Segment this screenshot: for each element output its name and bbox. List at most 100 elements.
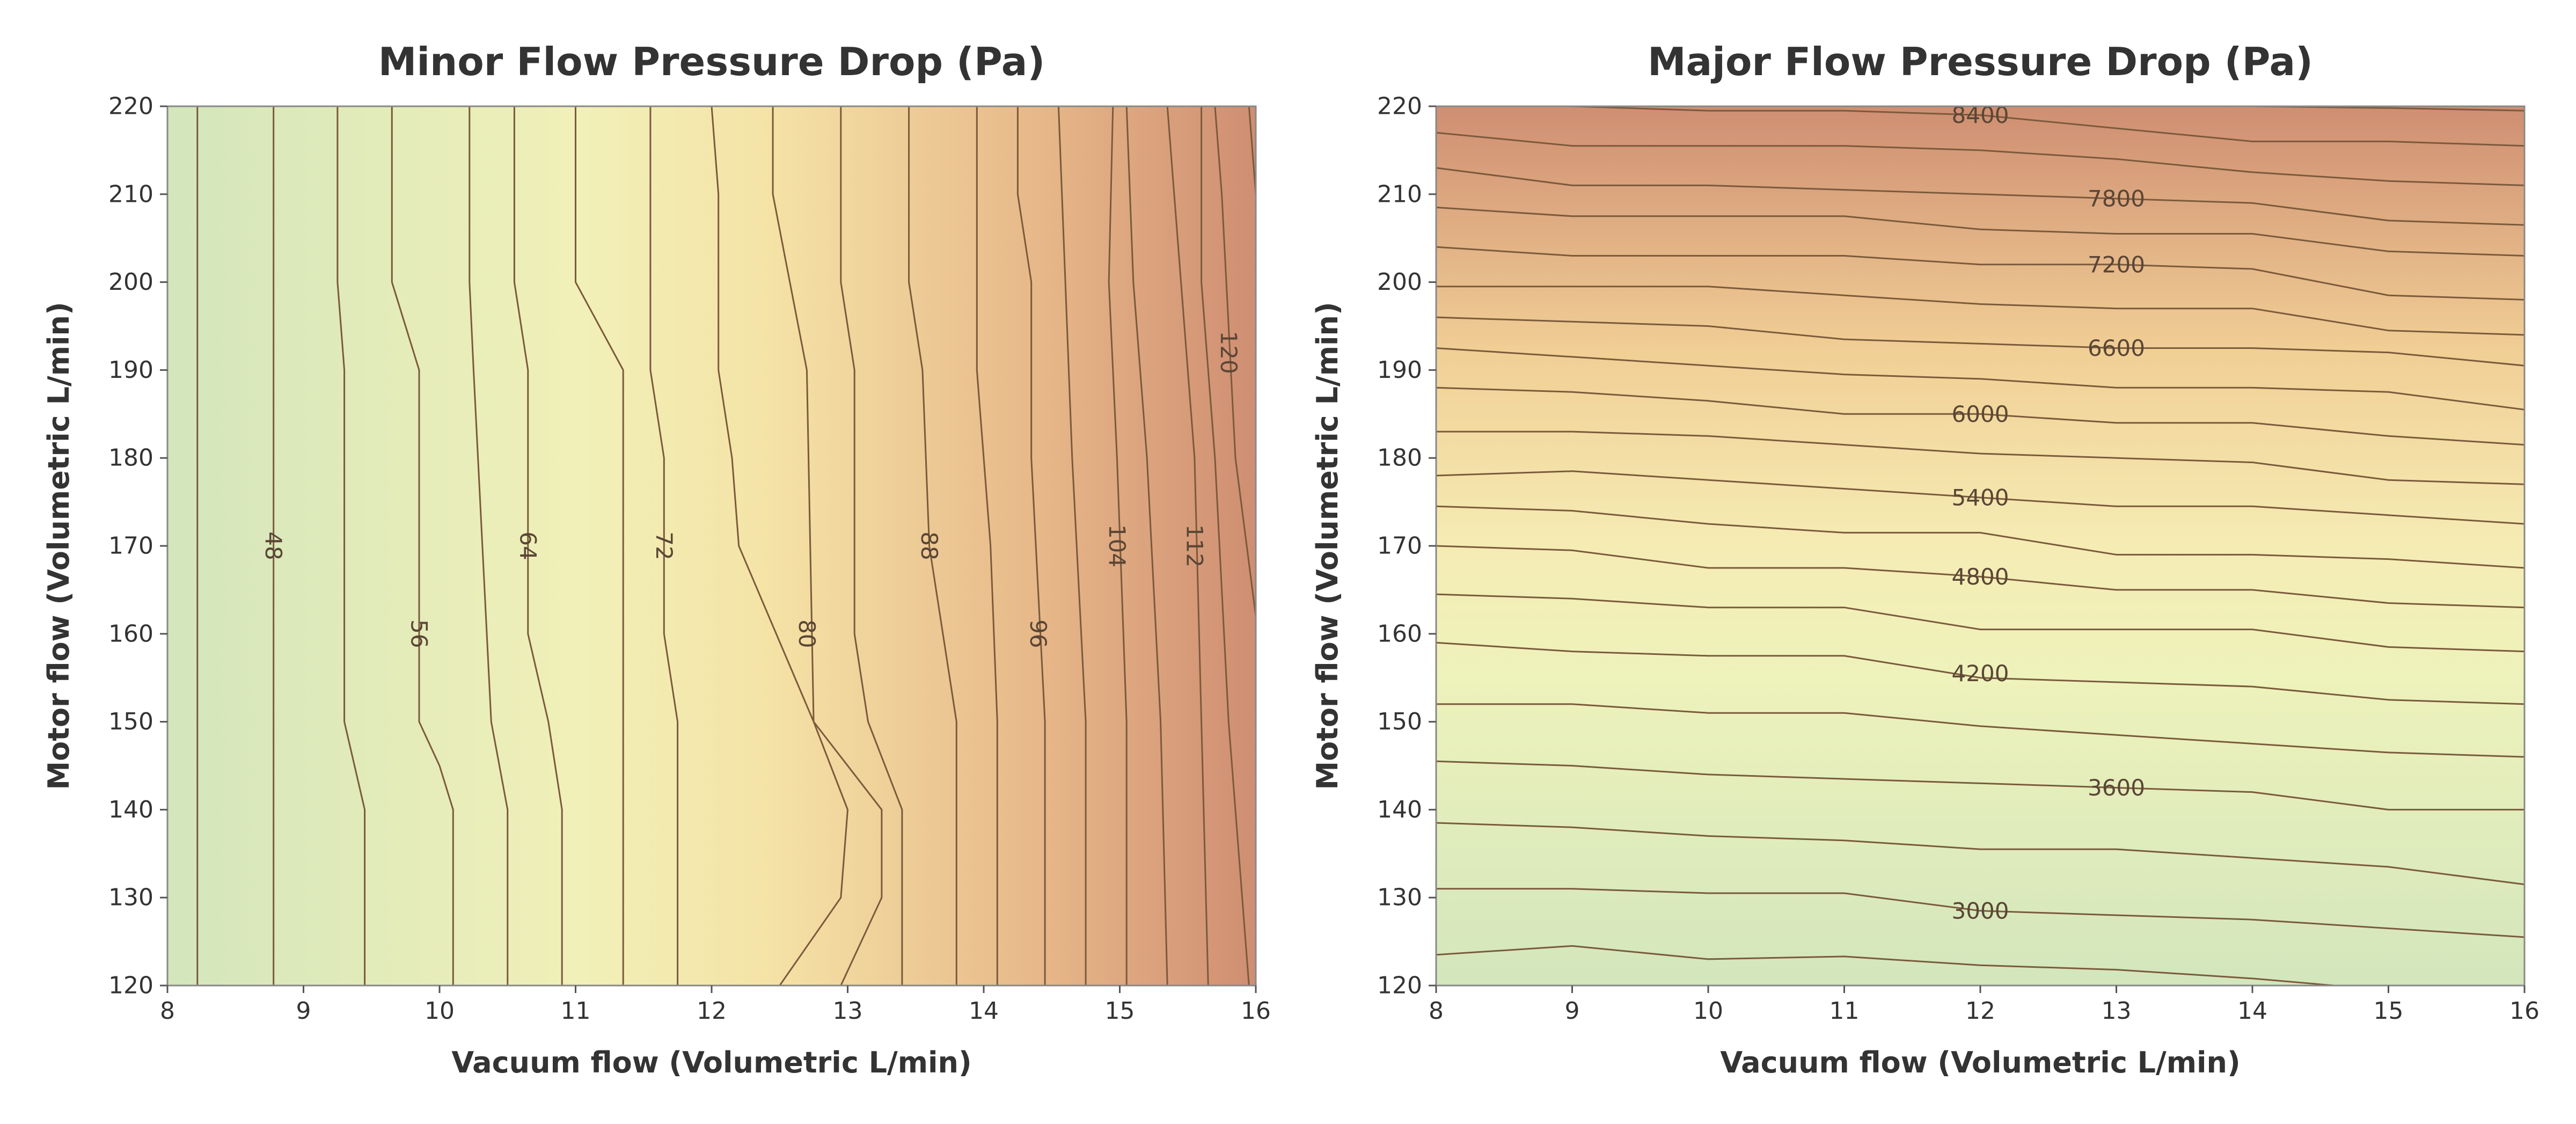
major-contour-label: 3600 <box>2088 775 2145 801</box>
major-contour-line-7200 <box>1436 246 2525 301</box>
minor-x-tick-label: 14 <box>969 997 999 1025</box>
minor-contour-line-108 <box>1125 106 1168 986</box>
major-x-axis-label: Vacuum flow (Volumetric L/min) <box>1720 1046 2240 1079</box>
minor-y-axis-label: Motor flow (Volumetric L/min) <box>42 302 76 790</box>
minor-plot-background <box>167 106 1256 986</box>
minor-y-tick-label: 210 <box>108 180 153 208</box>
major-contour-label: 5400 <box>1952 484 2009 510</box>
minor-contour-label: 104 <box>1104 524 1130 567</box>
minor-contour-line-124 <box>1248 106 1257 194</box>
major-y-tick-label: 150 <box>1377 708 1422 735</box>
major-flow-panel: Major Flow Pressure Drop (Pa) 3000 3600 42… <box>1311 39 2540 1079</box>
minor-contour-label: 64 <box>515 531 541 560</box>
major-y-tick-label: 160 <box>1377 620 1422 647</box>
major-y-tick-label: 220 <box>1377 93 1422 120</box>
minor-y-tick-label: 140 <box>108 796 153 823</box>
minor-x-tick-label: 9 <box>296 997 311 1025</box>
minor-contour-line-92 <box>976 106 998 986</box>
minor-x-tick-label: 13 <box>833 997 863 1025</box>
major-y-ticks: 120 130 140 150 160 170 180 190 200 210 220 <box>1377 93 1436 999</box>
minor-contour-line-88 <box>908 106 957 986</box>
major-contour-label: 4200 <box>1952 660 2009 687</box>
major-contour-line-4800 <box>1436 545 2525 609</box>
minor-x-tick-label: 15 <box>1105 997 1135 1025</box>
minor-y-tick-label: 130 <box>108 884 153 911</box>
major-contour-line-3600 <box>1436 760 2524 811</box>
minor-contour-line-104 <box>1108 106 1128 986</box>
minor-x-tick-label: 8 <box>160 997 175 1025</box>
major-contour-line-3900 <box>1436 703 2525 758</box>
minor-y-tick-label: 120 <box>108 972 153 999</box>
minor-contour-lines <box>196 106 1257 986</box>
major-x-tick-label: 16 <box>2509 997 2540 1025</box>
minor-contour-label: 56 <box>406 619 432 648</box>
major-contour-line-8400 <box>1572 105 2525 147</box>
minor-contour-line-60 <box>469 106 509 986</box>
minor-contour-label: 112 <box>1181 524 1208 567</box>
minor-contour-line-64 <box>513 106 563 986</box>
major-x-tick-label: 11 <box>1829 997 1860 1025</box>
minor-y-tick-label: 160 <box>108 620 153 647</box>
major-x-tick-label: 8 <box>1429 997 1444 1025</box>
major-contour-label: 7800 <box>2088 185 2145 211</box>
major-y-tick-label: 130 <box>1377 884 1422 911</box>
major-x-tick-label: 10 <box>1693 997 1723 1025</box>
major-contour-line-7800 <box>1436 167 2525 226</box>
major-x-tick-label: 13 <box>2102 997 2132 1025</box>
major-x-tick-label: 12 <box>1965 997 1995 1025</box>
minor-contour-line-80 <box>772 106 883 986</box>
major-contour-line-2700 <box>1436 945 2334 987</box>
major-y-tick-label: 180 <box>1377 444 1422 472</box>
major-contour-line-6000 <box>1436 386 2525 446</box>
minor-contour-line-116 <box>1201 106 1250 986</box>
major-contour-line-4200 <box>1436 641 2525 705</box>
minor-flow-panel: Minor Flow Pressure Drop (Pa) 48 56 64 72 80… <box>42 39 1271 1079</box>
major-contour-line-3300 <box>1436 822 2525 886</box>
major-contour-label: 6600 <box>2088 335 2145 361</box>
minor-contour-line-112 <box>1166 106 1209 986</box>
major-y-tick-label: 140 <box>1377 796 1422 823</box>
minor-contour-line-84 <box>840 106 903 986</box>
major-x-tick-label: 9 <box>1565 997 1580 1025</box>
major-contour-line-8100 <box>1436 132 2525 186</box>
minor-contour-line-96 <box>1016 106 1046 986</box>
major-contour-line-6600 <box>1436 316 2525 367</box>
minor-contour-line-68 <box>575 106 624 986</box>
major-x-tick-label: 14 <box>2237 997 2267 1025</box>
major-contour-lines <box>1436 105 2525 987</box>
major-plot-background <box>1436 106 2524 986</box>
minor-x-tick-label: 10 <box>425 997 455 1025</box>
minor-y-tick-label: 170 <box>108 532 153 560</box>
major-contour-line-4500 <box>1436 593 2525 653</box>
minor-contour-label: 80 <box>794 619 820 648</box>
minor-contour-line-76 <box>711 106 849 986</box>
minor-contour-line-72 <box>649 106 679 986</box>
minor-contour-label: 120 <box>1216 331 1242 374</box>
minor-contour-line-120 <box>1214 106 1257 617</box>
minor-y-tick-label: 220 <box>108 93 153 120</box>
major-contour-label: 7200 <box>2088 251 2145 278</box>
minor-x-axis-label: Vacuum flow (Volumetric L/min) <box>451 1046 971 1079</box>
major-contour-label: 3000 <box>1952 897 2009 924</box>
minor-x-tick-label: 11 <box>561 997 591 1025</box>
major-x-ticks: 8 9 10 11 12 13 14 15 16 <box>1429 986 2540 1025</box>
minor-contour-label: 72 <box>651 531 677 560</box>
minor-y-tick-label: 190 <box>108 356 153 384</box>
minor-panel-title: Minor Flow Pressure Drop (Pa) <box>378 39 1045 84</box>
minor-contour-line-56 <box>391 106 454 986</box>
major-contour-line-7500 <box>1436 206 2525 257</box>
minor-y-ticks: 120 130 140 150 160 170 180 190 200 210 220 <box>108 93 167 999</box>
major-y-axis-label: Motor flow (Volumetric L/min) <box>1311 302 1344 790</box>
major-contour-label: 4800 <box>1952 564 2009 590</box>
major-y-tick-label: 170 <box>1377 532 1422 560</box>
minor-contour-label: 48 <box>260 531 287 560</box>
minor-contour-label: 96 <box>1025 619 1051 648</box>
major-contour-line-6300 <box>1436 347 2525 411</box>
major-contour-line-5700 <box>1436 430 2525 485</box>
minor-y-tick-label: 180 <box>108 444 153 472</box>
major-contour-line-6900 <box>1436 286 2525 336</box>
major-contour-line-5100 <box>1436 505 2525 569</box>
minor-contour-labels: 48 56 64 72 80 88 96 104 112 120 <box>260 331 1242 648</box>
major-x-tick-label: 15 <box>2374 997 2404 1025</box>
